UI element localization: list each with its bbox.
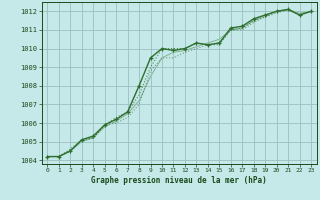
X-axis label: Graphe pression niveau de la mer (hPa): Graphe pression niveau de la mer (hPa) [91,176,267,185]
